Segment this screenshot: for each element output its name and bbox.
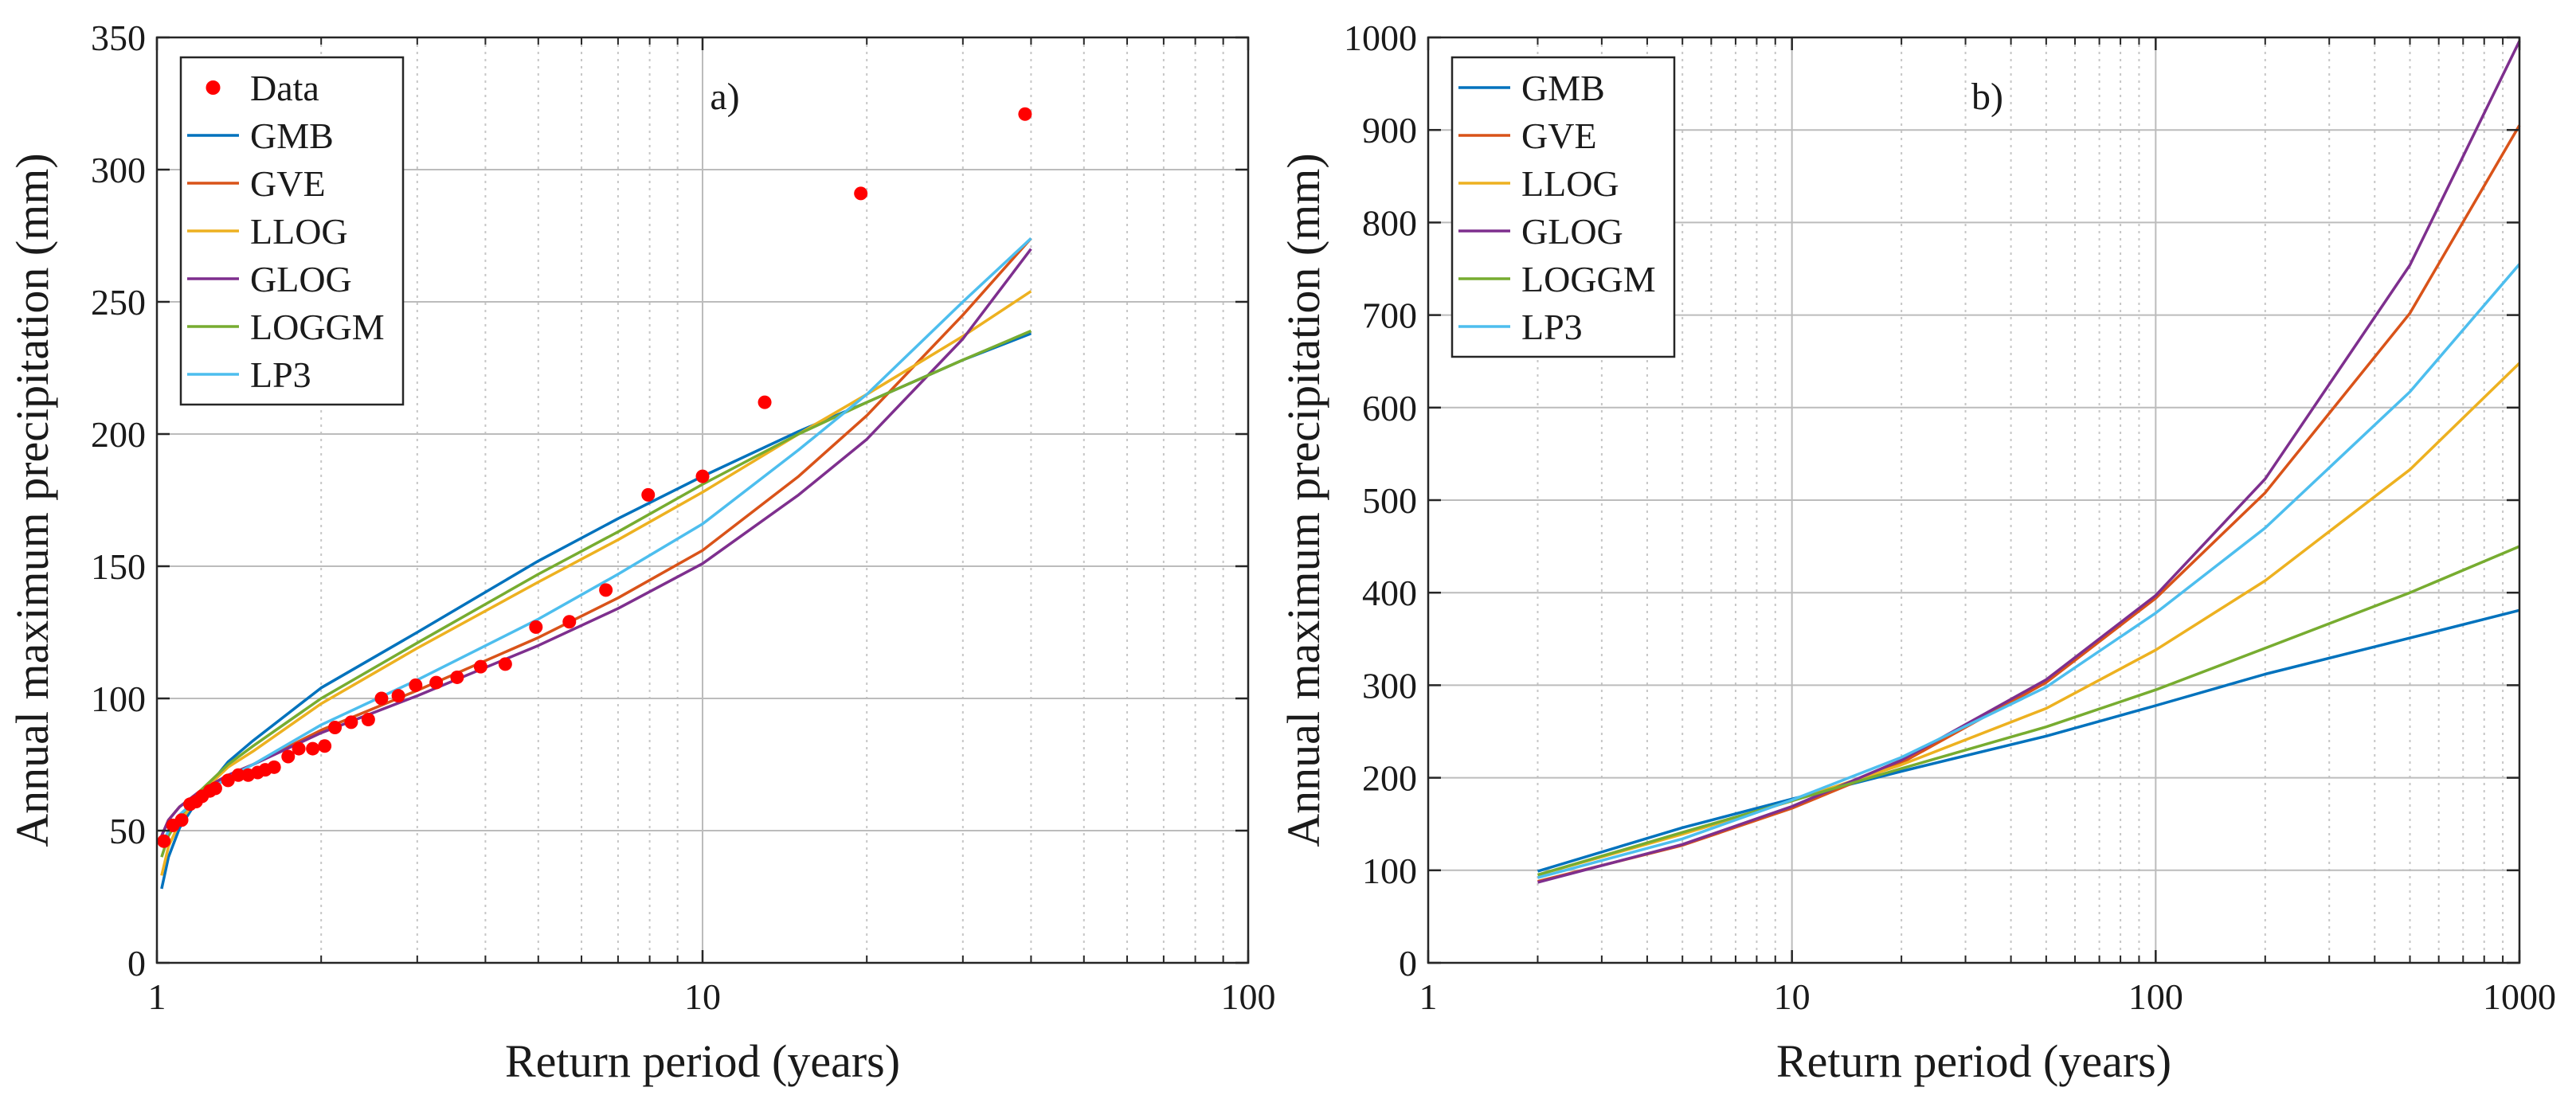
x-tick-label: 1 (1419, 976, 1438, 1017)
x-axis-label: Return period (years) (1776, 1035, 2171, 1087)
y-tick-label: 300 (1362, 665, 1417, 706)
y-tick-label: 0 (1399, 943, 1417, 984)
y-axis-label: Annual maximum precipitation (mm) (6, 153, 58, 847)
series-line-llog (160, 290, 1032, 876)
legend-label: LLOG (1521, 163, 1619, 204)
legend-label: LP3 (250, 354, 311, 395)
data-point (529, 620, 543, 634)
x-tick-label: 1 (148, 976, 166, 1017)
data-point (599, 583, 613, 597)
y-tick-label: 150 (91, 546, 146, 587)
y-tick-label: 400 (1362, 573, 1417, 613)
data-point (157, 834, 171, 848)
legend-label: GMB (250, 115, 334, 156)
data-point (318, 739, 332, 753)
legend: GMB GVE LLOG GLOG LOGGM LP3 (1450, 56, 1676, 358)
panel-annotation: b) (1971, 76, 2003, 118)
data-point (281, 749, 296, 764)
chart-panel-b: 1 10 100 1000 0 100 200 300 400 500 600 700 800 900 10… (1278, 18, 2556, 1087)
y-tick-label: 800 (1362, 202, 1417, 243)
x-tick-label: 10 (1774, 976, 1811, 1017)
legend-label: LOGGM (250, 307, 385, 347)
y-tick-label: 50 (109, 811, 146, 851)
series-line-lp3 (1537, 263, 2521, 879)
y-tick-label: 250 (91, 282, 146, 323)
data-point (208, 781, 222, 796)
y-tick-label: 200 (1362, 758, 1417, 799)
legend-marker-dot (206, 80, 221, 95)
data-point (409, 678, 423, 692)
y-tick-label: 600 (1362, 388, 1417, 428)
x-tick-label: 10 (684, 976, 721, 1017)
legend-label: LLOG (250, 211, 348, 252)
data-point (1018, 107, 1032, 121)
y-tick-label: 700 (1362, 295, 1417, 336)
series-line-gve (1537, 124, 2521, 883)
x-tick-label: 100 (1221, 976, 1276, 1017)
series-line-llog (1537, 362, 2521, 877)
series-line-gmb (160, 332, 1032, 890)
legend-box (1450, 56, 1676, 358)
chart-panel-a: 1 10 100 0 50 100 150 200 250 300 350 Return period… (6, 18, 1276, 1087)
legend-label: GVE (250, 163, 326, 204)
data-point (473, 659, 487, 674)
data-point (374, 691, 389, 706)
x-tick-label: 1000 (2483, 976, 2556, 1017)
legend-label: GLOG (1521, 211, 1623, 252)
y-tick-label: 0 (127, 943, 146, 984)
data-point (695, 469, 710, 483)
data-point (758, 395, 772, 409)
legend: Data GMB GVE LLOG GLOG LOGGM LP3 (179, 56, 405, 406)
y-tick-label: 200 (91, 414, 146, 455)
data-point (854, 186, 868, 201)
legend-label: LOGGM (1521, 259, 1656, 299)
y-tick-label: 1000 (1344, 18, 1417, 58)
data-point (328, 721, 343, 735)
y-axis-label: Annual maximum precipitation (mm) (1278, 153, 1329, 847)
legend-label: GVE (1521, 115, 1597, 156)
data-point (498, 657, 512, 671)
y-tick-label: 350 (91, 18, 146, 58)
y-tick-label: 300 (91, 150, 146, 190)
x-tick-label: 100 (2128, 976, 2183, 1017)
data-point (429, 675, 444, 690)
data-point (361, 713, 375, 727)
panel-annotation: a) (710, 76, 739, 118)
legend-label: Data (250, 68, 319, 108)
data-point (344, 715, 358, 729)
data-point (231, 768, 245, 782)
data-point (306, 741, 320, 756)
legend-label: GLOG (250, 259, 352, 299)
data-point (174, 813, 189, 827)
series-line-glog (1537, 40, 2521, 884)
y-tick-label: 100 (91, 679, 146, 719)
y-tick-label: 100 (1362, 851, 1417, 891)
data-point (562, 615, 577, 629)
legend-label: LP3 (1521, 307, 1583, 347)
data-point (267, 760, 281, 774)
data-point (641, 487, 656, 502)
data-point (391, 689, 405, 703)
x-axis-label: Return period (years) (505, 1035, 900, 1087)
series-line-gmb (1537, 608, 2520, 873)
y-tick-label: 900 (1362, 110, 1417, 151)
data-point (292, 741, 306, 756)
series-line-loggm (160, 329, 1032, 858)
data-point (450, 670, 464, 684)
series-line-loggm (1537, 545, 2520, 877)
data-point (221, 773, 235, 788)
legend-label: GMB (1521, 68, 1605, 108)
y-tick-label: 500 (1362, 480, 1417, 521)
